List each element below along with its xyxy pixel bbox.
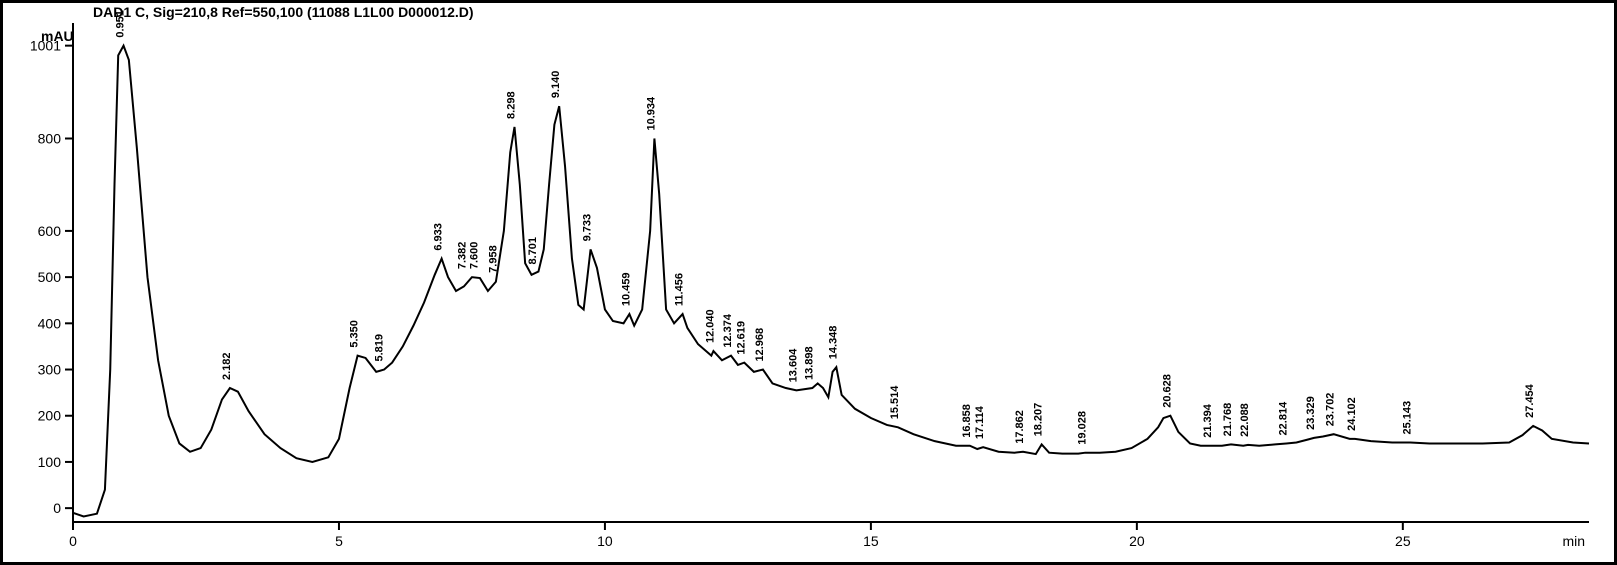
peak-label: 25.143 <box>1401 401 1413 435</box>
peak-label: 9.140 <box>550 71 562 99</box>
y-tick-label: 800 <box>38 131 62 147</box>
peak-label: 12.968 <box>754 328 766 362</box>
peak-label: 14.348 <box>827 326 839 360</box>
peak-label: 5.819 <box>374 334 386 362</box>
peak-label: 6.933 <box>433 223 445 251</box>
x-tick-label: 5 <box>335 533 343 549</box>
y-tick-label: 600 <box>38 223 62 239</box>
peak-label: 8.298 <box>506 91 518 119</box>
x-axis-label: min <box>1562 533 1585 549</box>
peak-label: 21.768 <box>1222 403 1234 437</box>
peak-label: 15.514 <box>889 385 901 420</box>
peak-label: 18.207 <box>1033 403 1045 437</box>
peak-label: 13.604 <box>787 348 799 383</box>
peak-label: 22.814 <box>1277 401 1289 436</box>
peak-label: 10.459 <box>620 272 632 306</box>
peak-label: 7.382 <box>457 242 469 270</box>
peak-label: 17.114 <box>974 405 986 439</box>
x-tick-label: 15 <box>863 533 879 549</box>
chromatogram-frame: DAD1 C, Sig=210,8 Ref=550,100 (11088 L1L… <box>0 0 1617 565</box>
peak-label: 13.898 <box>803 346 815 380</box>
peak-label: 0.951 <box>115 10 127 38</box>
peak-label: 7.958 <box>487 245 499 273</box>
peak-label: 19.028 <box>1076 411 1088 445</box>
peak-label: 21.394 <box>1202 403 1214 438</box>
peak-label: 16.858 <box>961 404 973 438</box>
y-tick-label: 500 <box>38 269 62 285</box>
peak-label: 9.733 <box>582 214 594 242</box>
peak-label: 7.600 <box>468 242 480 270</box>
y-tick-label: 1001 <box>30 38 61 54</box>
peak-label: 23.702 <box>1325 393 1337 427</box>
y-tick-label: 0 <box>53 500 61 516</box>
peak-label: 17.862 <box>1014 410 1026 444</box>
x-tick-label: 20 <box>1129 533 1145 549</box>
x-tick-label: 10 <box>597 533 613 549</box>
peak-label: 2.182 <box>221 352 233 380</box>
chromatogram-trace <box>73 46 1589 517</box>
y-tick-label: 300 <box>38 362 62 378</box>
x-tick-label: 0 <box>69 533 77 549</box>
peak-label: 8.701 <box>527 237 539 265</box>
peak-label: 23.329 <box>1305 396 1317 430</box>
y-tick-label: 100 <box>38 454 62 470</box>
peak-label: 22.088 <box>1239 403 1251 437</box>
peak-label: 10.934 <box>645 96 657 131</box>
x-tick-label: 25 <box>1395 533 1411 549</box>
peak-label: 20.628 <box>1161 374 1173 408</box>
peak-label: 27.454 <box>1524 383 1536 418</box>
peak-label: 24.102 <box>1346 397 1358 431</box>
peak-label: 11.456 <box>674 273 686 306</box>
peak-label: 12.619 <box>735 321 747 355</box>
y-tick-label: 200 <box>38 408 62 424</box>
peak-label: 12.374 <box>722 313 734 348</box>
peak-label: 5.350 <box>349 320 361 348</box>
y-tick-label: 400 <box>38 315 62 331</box>
chromatogram-chart: DAD1 C, Sig=210,8 Ref=550,100 (11088 L1L… <box>3 3 1614 562</box>
peak-label: 12.040 <box>704 309 716 343</box>
chart-title: DAD1 C, Sig=210,8 Ref=550,100 (11088 L1L… <box>93 4 474 20</box>
